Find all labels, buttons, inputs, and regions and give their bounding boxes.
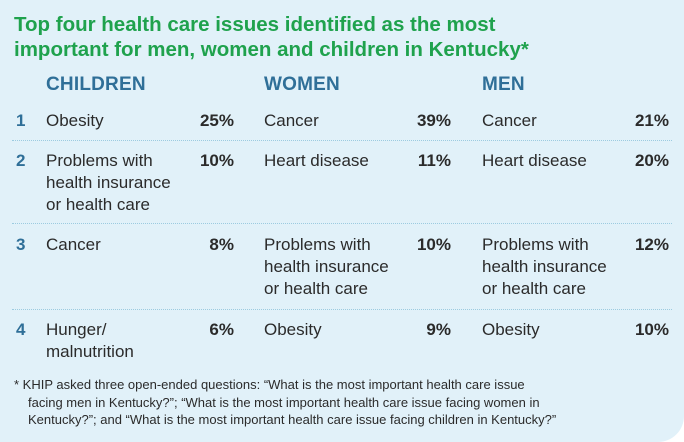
rank-number: 3	[16, 235, 26, 254]
footnote: * KHIP asked three open-ended questions:…	[14, 376, 678, 429]
children-percent: 25%	[199, 111, 234, 130]
men-issue: Cancer	[482, 111, 537, 130]
men-issue: Heart disease	[482, 151, 587, 170]
issue-line: or health care	[482, 279, 586, 298]
women-issue: Problems with health insurance or health…	[264, 234, 389, 300]
women-percent: 9%	[426, 320, 451, 339]
issue-line: health insurance	[46, 173, 171, 192]
footnote-line: * KHIP asked three open-ended questions:…	[14, 377, 525, 392]
rank-number: 2	[16, 151, 26, 170]
column-header-men: MEN	[482, 74, 525, 95]
men-percent: 21%	[634, 111, 669, 130]
row-divider	[12, 140, 672, 141]
women-percent: 11%	[417, 151, 451, 170]
issue-line: Hunger/	[46, 320, 107, 339]
men-issue: Obesity	[482, 320, 540, 339]
women-percent: 10%	[416, 235, 451, 254]
issue-line: or health care	[46, 195, 150, 214]
issue-line: Problems with	[482, 235, 589, 254]
children-percent: 8%	[209, 235, 234, 254]
title-asterisk: *	[520, 38, 529, 61]
men-percent: 12%	[634, 235, 669, 254]
issue-line: Problems with	[46, 151, 153, 170]
issue-line: health insurance	[482, 257, 607, 276]
page-title: Top four health care issues identified a…	[14, 12, 674, 62]
issue-line: health insurance	[264, 257, 389, 276]
women-percent: 39%	[416, 111, 451, 130]
title-line-1: Top four health care issues identified a…	[14, 13, 496, 36]
rank-number: 1	[16, 111, 26, 130]
children-issue: Problems with health insurance or health…	[46, 150, 171, 216]
title-line-2: important for men, women and children in…	[14, 38, 521, 61]
row-divider	[12, 309, 672, 310]
children-percent: 6%	[209, 320, 234, 339]
men-percent: 20%	[634, 151, 669, 170]
column-header-women: WOMEN	[264, 74, 340, 95]
women-issue: Obesity	[264, 320, 322, 339]
children-issue: Hunger/ malnutrition	[46, 319, 134, 363]
row-divider	[12, 223, 672, 224]
footnote-line: Kentucky?”; and “What is the most import…	[28, 412, 557, 427]
children-issue: Obesity	[46, 111, 104, 130]
women-issue: Heart disease	[264, 151, 369, 170]
footnote-line: facing men in Kentucky?”; “What is the m…	[28, 394, 540, 410]
column-header-children: CHILDREN	[46, 74, 146, 95]
children-issue: Cancer	[46, 235, 101, 254]
rank-number: 4	[16, 320, 26, 339]
men-issue: Problems with health insurance or health…	[482, 234, 607, 300]
issue-line: Problems with	[264, 235, 371, 254]
men-percent: 10%	[634, 320, 669, 339]
issue-line: malnutrition	[46, 342, 134, 361]
women-issue: Cancer	[264, 111, 319, 130]
issue-line: or health care	[264, 279, 368, 298]
children-percent: 10%	[199, 151, 234, 170]
